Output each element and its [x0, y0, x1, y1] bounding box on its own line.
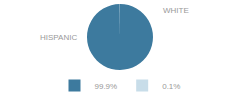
svg-text:HISPANIC: HISPANIC [40, 33, 77, 42]
svg-text:WHITE: WHITE [163, 6, 189, 15]
svg-text:0.1%: 0.1% [162, 82, 180, 91]
svg-text:99.9%: 99.9% [95, 82, 118, 91]
